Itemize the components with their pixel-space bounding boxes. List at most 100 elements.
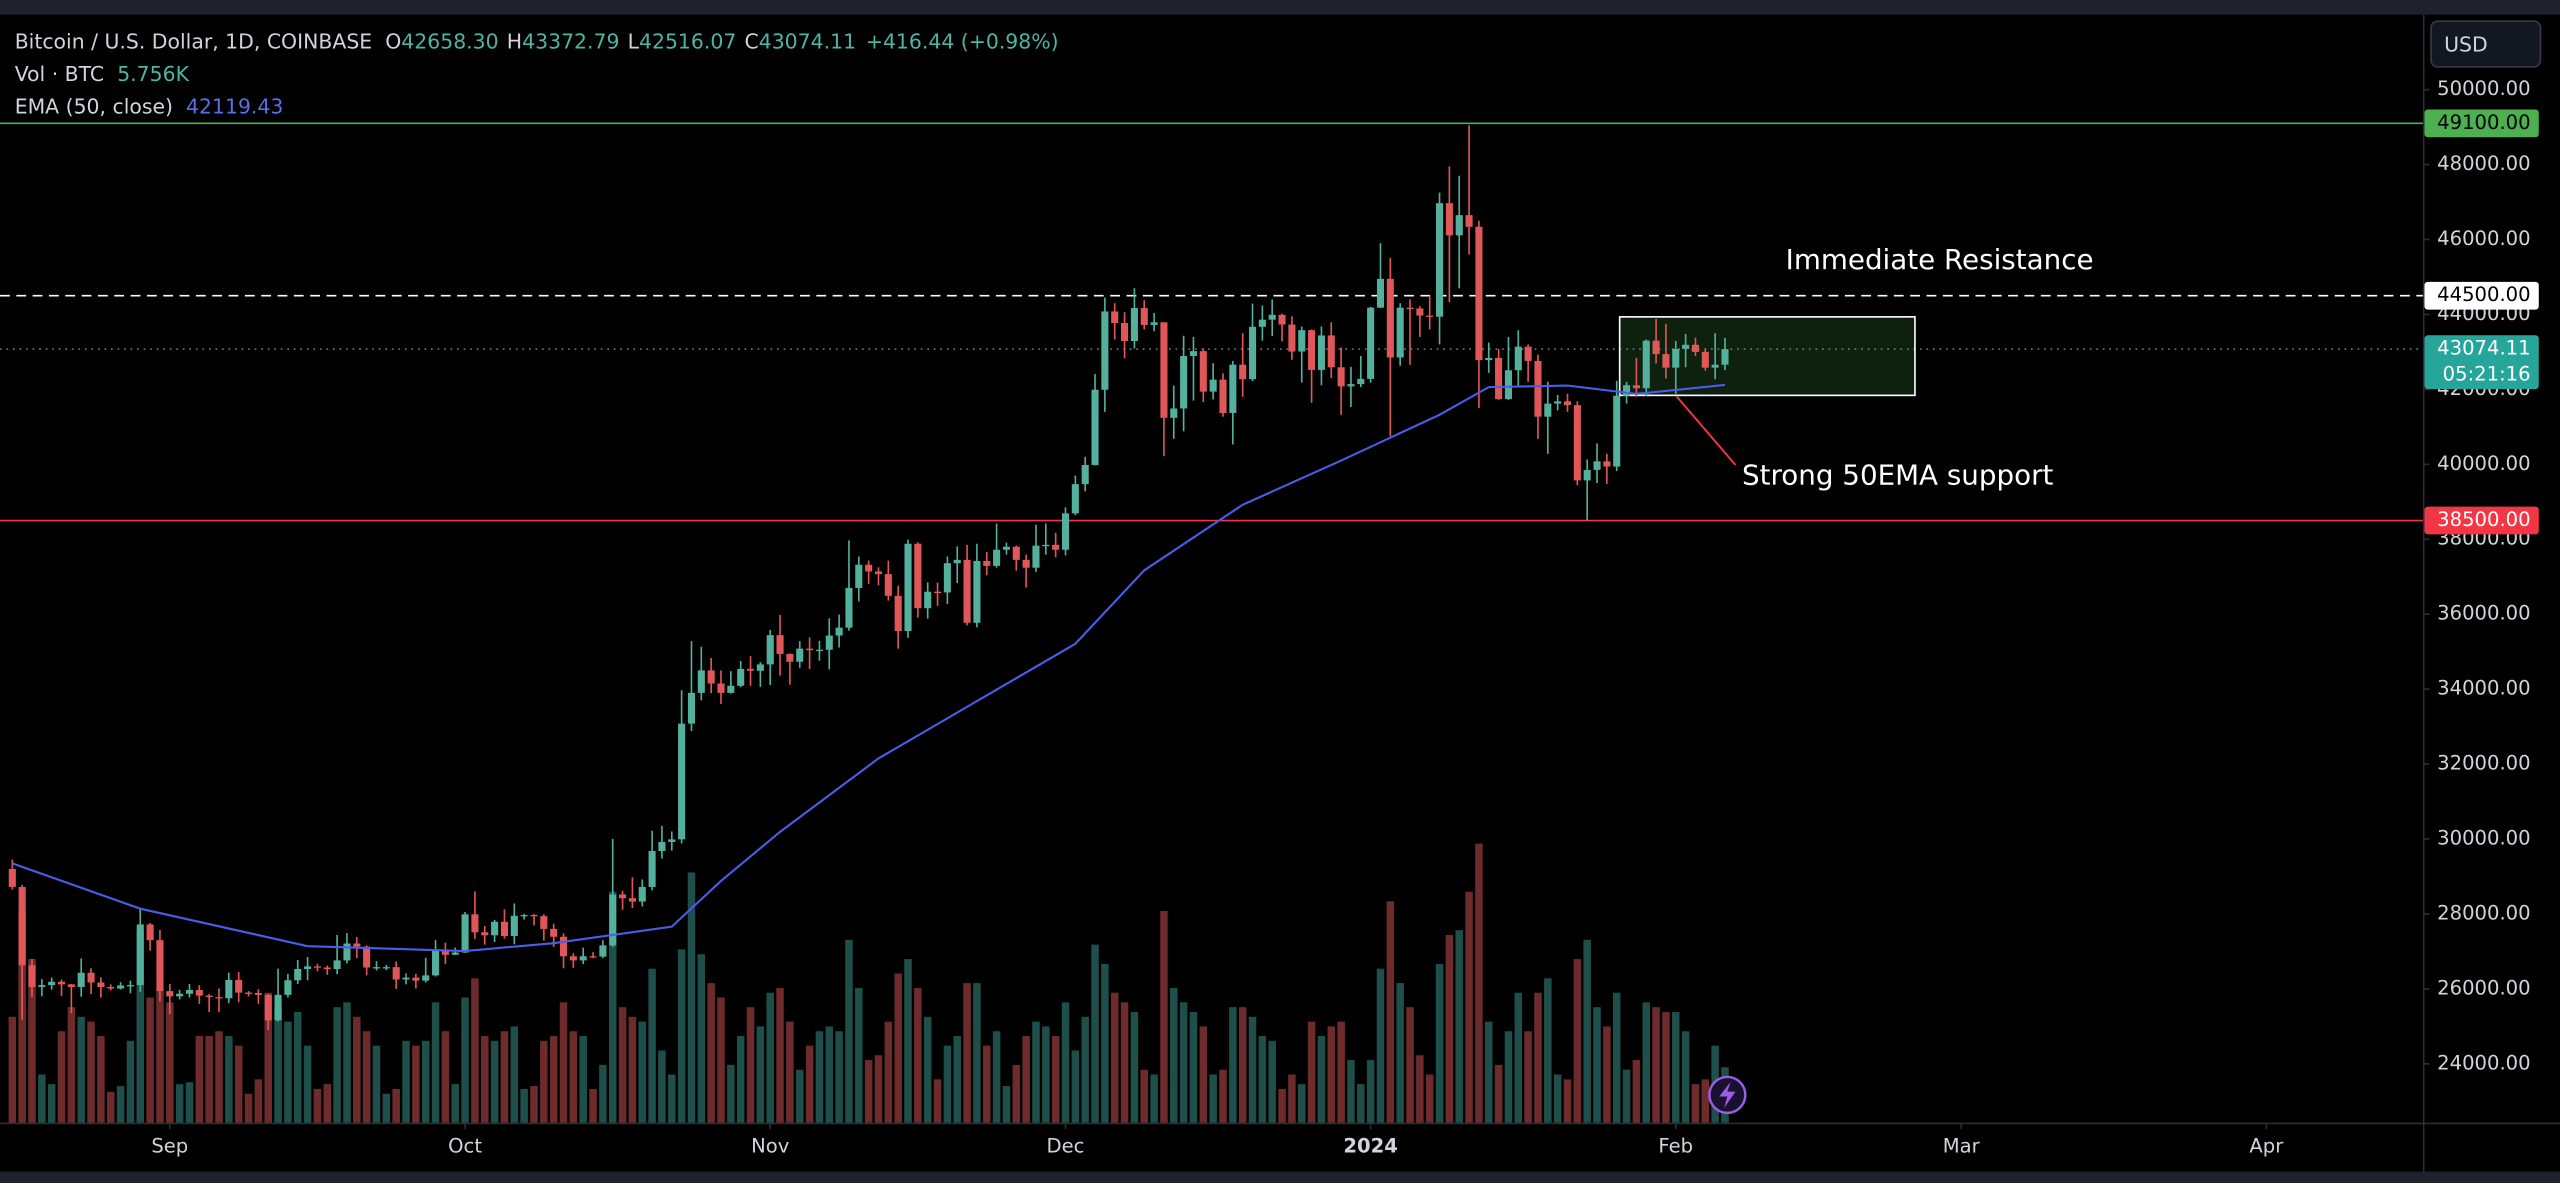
candle-body [550, 928, 558, 937]
candle-body [363, 946, 371, 968]
y-tick-label: 46000.00 [2437, 227, 2530, 250]
candle-body [953, 559, 961, 564]
volume-bar [1091, 944, 1099, 1123]
volume-bar [1504, 1031, 1513, 1123]
candle-body [323, 967, 331, 970]
volume-bar [1672, 1011, 1680, 1123]
bolt-glyph[interactable] [1719, 1081, 1736, 1108]
candle-body [176, 993, 184, 997]
currency-button-label[interactable]: USD [2444, 33, 2488, 57]
candle-body [146, 924, 154, 941]
candle-body [156, 940, 164, 992]
volume-bar [1563, 1079, 1572, 1123]
candle-body [195, 989, 203, 996]
candle-body [225, 979, 233, 999]
volume-bar [1534, 992, 1542, 1123]
currency-button-box[interactable] [2430, 20, 2542, 68]
candle-body [914, 543, 922, 609]
bolt-icon[interactable] [1708, 1075, 1747, 1115]
candle-body [924, 591, 932, 609]
candle-body [943, 563, 951, 593]
volume-bar [668, 1074, 676, 1123]
candle-body [579, 956, 587, 961]
volume-bar [175, 1084, 184, 1123]
candle-body [1229, 364, 1237, 413]
volume-bar [1248, 1016, 1257, 1123]
candle-body [599, 945, 607, 957]
candle-body [1682, 344, 1690, 349]
volume-bar [805, 1045, 814, 1123]
volume-bar [766, 992, 774, 1123]
candle-body [973, 560, 981, 623]
volume-bar [471, 978, 479, 1123]
volume-bar [756, 1026, 765, 1123]
candle-body [1298, 330, 1306, 352]
volume-bar [1445, 935, 1454, 1123]
countdown: 05:21:16 [2443, 363, 2531, 386]
candle-body [1672, 348, 1680, 368]
volume-bar [1071, 1050, 1080, 1123]
candle-body [1514, 346, 1522, 371]
volume-bar [1701, 1079, 1710, 1123]
candle-body [835, 627, 843, 636]
candle-body [1721, 349, 1729, 365]
volume-bar [618, 1007, 627, 1123]
candle-body [1022, 559, 1030, 568]
volume-bar [658, 1050, 666, 1123]
candle-body [1140, 308, 1148, 325]
currency-button[interactable]: USD [2430, 20, 2542, 68]
volume-bar [28, 959, 36, 1123]
y-tick-label: 26000.00 [2437, 976, 2530, 999]
volume-bar [628, 1016, 637, 1123]
candle-body [1337, 367, 1345, 387]
candle-body [1524, 346, 1532, 361]
candle-body [77, 972, 85, 987]
volume-bar [412, 1045, 420, 1123]
volume-bar [1593, 1007, 1601, 1123]
candle-body [1652, 340, 1660, 355]
volume-bar [1101, 963, 1109, 1123]
candle-body [589, 956, 597, 958]
volume-bar [1081, 1016, 1089, 1123]
y-tick-label: 24000.00 [2437, 1051, 2530, 1074]
candle-body [1121, 323, 1129, 342]
volume-bar [382, 1093, 391, 1123]
y-tick-label: 36000.00 [2437, 602, 2530, 625]
candle-body [1357, 378, 1365, 385]
volume-bar [559, 1002, 568, 1123]
change: +416.44 (+0.98%) [866, 29, 1059, 53]
candle-body [57, 981, 66, 985]
candle-body [1219, 379, 1227, 413]
candle-body [1288, 324, 1296, 352]
candle-body [717, 683, 725, 693]
volume-bar [1002, 1086, 1011, 1123]
candle-body [668, 839, 676, 842]
volume-bar [8, 1016, 17, 1123]
candle-body [1376, 278, 1385, 308]
candle-body [432, 950, 440, 976]
volume-label: Vol · BTC [15, 62, 104, 86]
volume-bar [1012, 1064, 1021, 1123]
axes: 24000.00 26000.00 28000.00 30000.00 32000.00… [151, 77, 2539, 1158]
candle-body [1327, 335, 1335, 368]
candle-body [402, 977, 410, 980]
volume-bar [963, 983, 971, 1123]
volume-bar [274, 1007, 282, 1123]
volume-bar [1219, 1069, 1227, 1123]
candle-body [166, 991, 174, 997]
candle-body [38, 985, 46, 987]
candle-body [1367, 307, 1375, 379]
candle-body [1091, 389, 1099, 466]
volume-bar [225, 1036, 233, 1123]
candle-body [412, 977, 420, 981]
x-tick-label: Apr [2249, 1135, 2284, 1158]
x-tick-label: Oct [448, 1135, 482, 1158]
volume-bar [884, 1021, 893, 1123]
volume-legend: Vol · BTC 5.756K [15, 62, 190, 86]
level-label: 49100.00 [2437, 111, 2530, 134]
volume-bar [677, 949, 686, 1123]
volume-bar [943, 1045, 952, 1123]
candle-body [815, 649, 823, 652]
volume-bar [1160, 910, 1168, 1123]
volume-bar [1061, 1002, 1070, 1123]
